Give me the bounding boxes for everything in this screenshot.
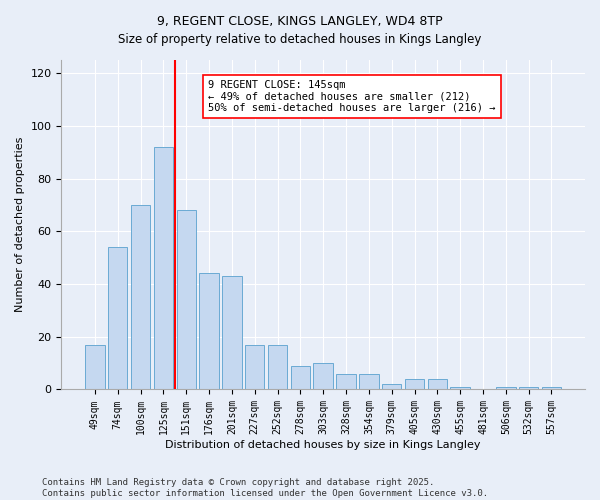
Bar	[176, 210, 196, 390]
Bar	[245, 344, 265, 390]
Bar	[519, 387, 538, 390]
Bar	[85, 344, 104, 390]
Bar	[542, 387, 561, 390]
Bar	[222, 276, 242, 390]
Bar	[131, 205, 150, 390]
Bar	[428, 379, 447, 390]
Bar	[382, 384, 401, 390]
Text: Contains HM Land Registry data © Crown copyright and database right 2025.
Contai: Contains HM Land Registry data © Crown c…	[42, 478, 488, 498]
Text: 9, REGENT CLOSE, KINGS LANGLEY, WD4 8TP: 9, REGENT CLOSE, KINGS LANGLEY, WD4 8TP	[157, 15, 443, 28]
Bar	[199, 274, 219, 390]
Bar	[108, 247, 127, 390]
Bar	[359, 374, 379, 390]
Bar	[313, 363, 333, 390]
Bar	[405, 379, 424, 390]
X-axis label: Distribution of detached houses by size in Kings Langley: Distribution of detached houses by size …	[166, 440, 481, 450]
Bar	[290, 366, 310, 390]
Text: Size of property relative to detached houses in Kings Langley: Size of property relative to detached ho…	[118, 32, 482, 46]
Bar	[451, 387, 470, 390]
Y-axis label: Number of detached properties: Number of detached properties	[15, 137, 25, 312]
Bar	[337, 374, 356, 390]
Bar	[154, 147, 173, 390]
Bar	[496, 387, 515, 390]
Bar	[268, 344, 287, 390]
Text: 9 REGENT CLOSE: 145sqm
← 49% of detached houses are smaller (212)
50% of semi-de: 9 REGENT CLOSE: 145sqm ← 49% of detached…	[208, 80, 496, 113]
